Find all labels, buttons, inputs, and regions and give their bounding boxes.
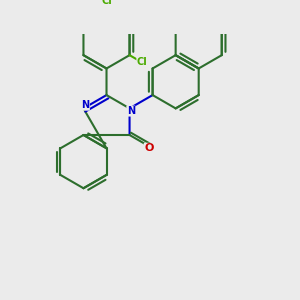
- Text: N: N: [81, 100, 89, 110]
- Text: N: N: [127, 106, 135, 116]
- Text: O: O: [144, 143, 154, 153]
- Text: Cl: Cl: [101, 0, 112, 6]
- Text: Cl: Cl: [137, 58, 148, 68]
